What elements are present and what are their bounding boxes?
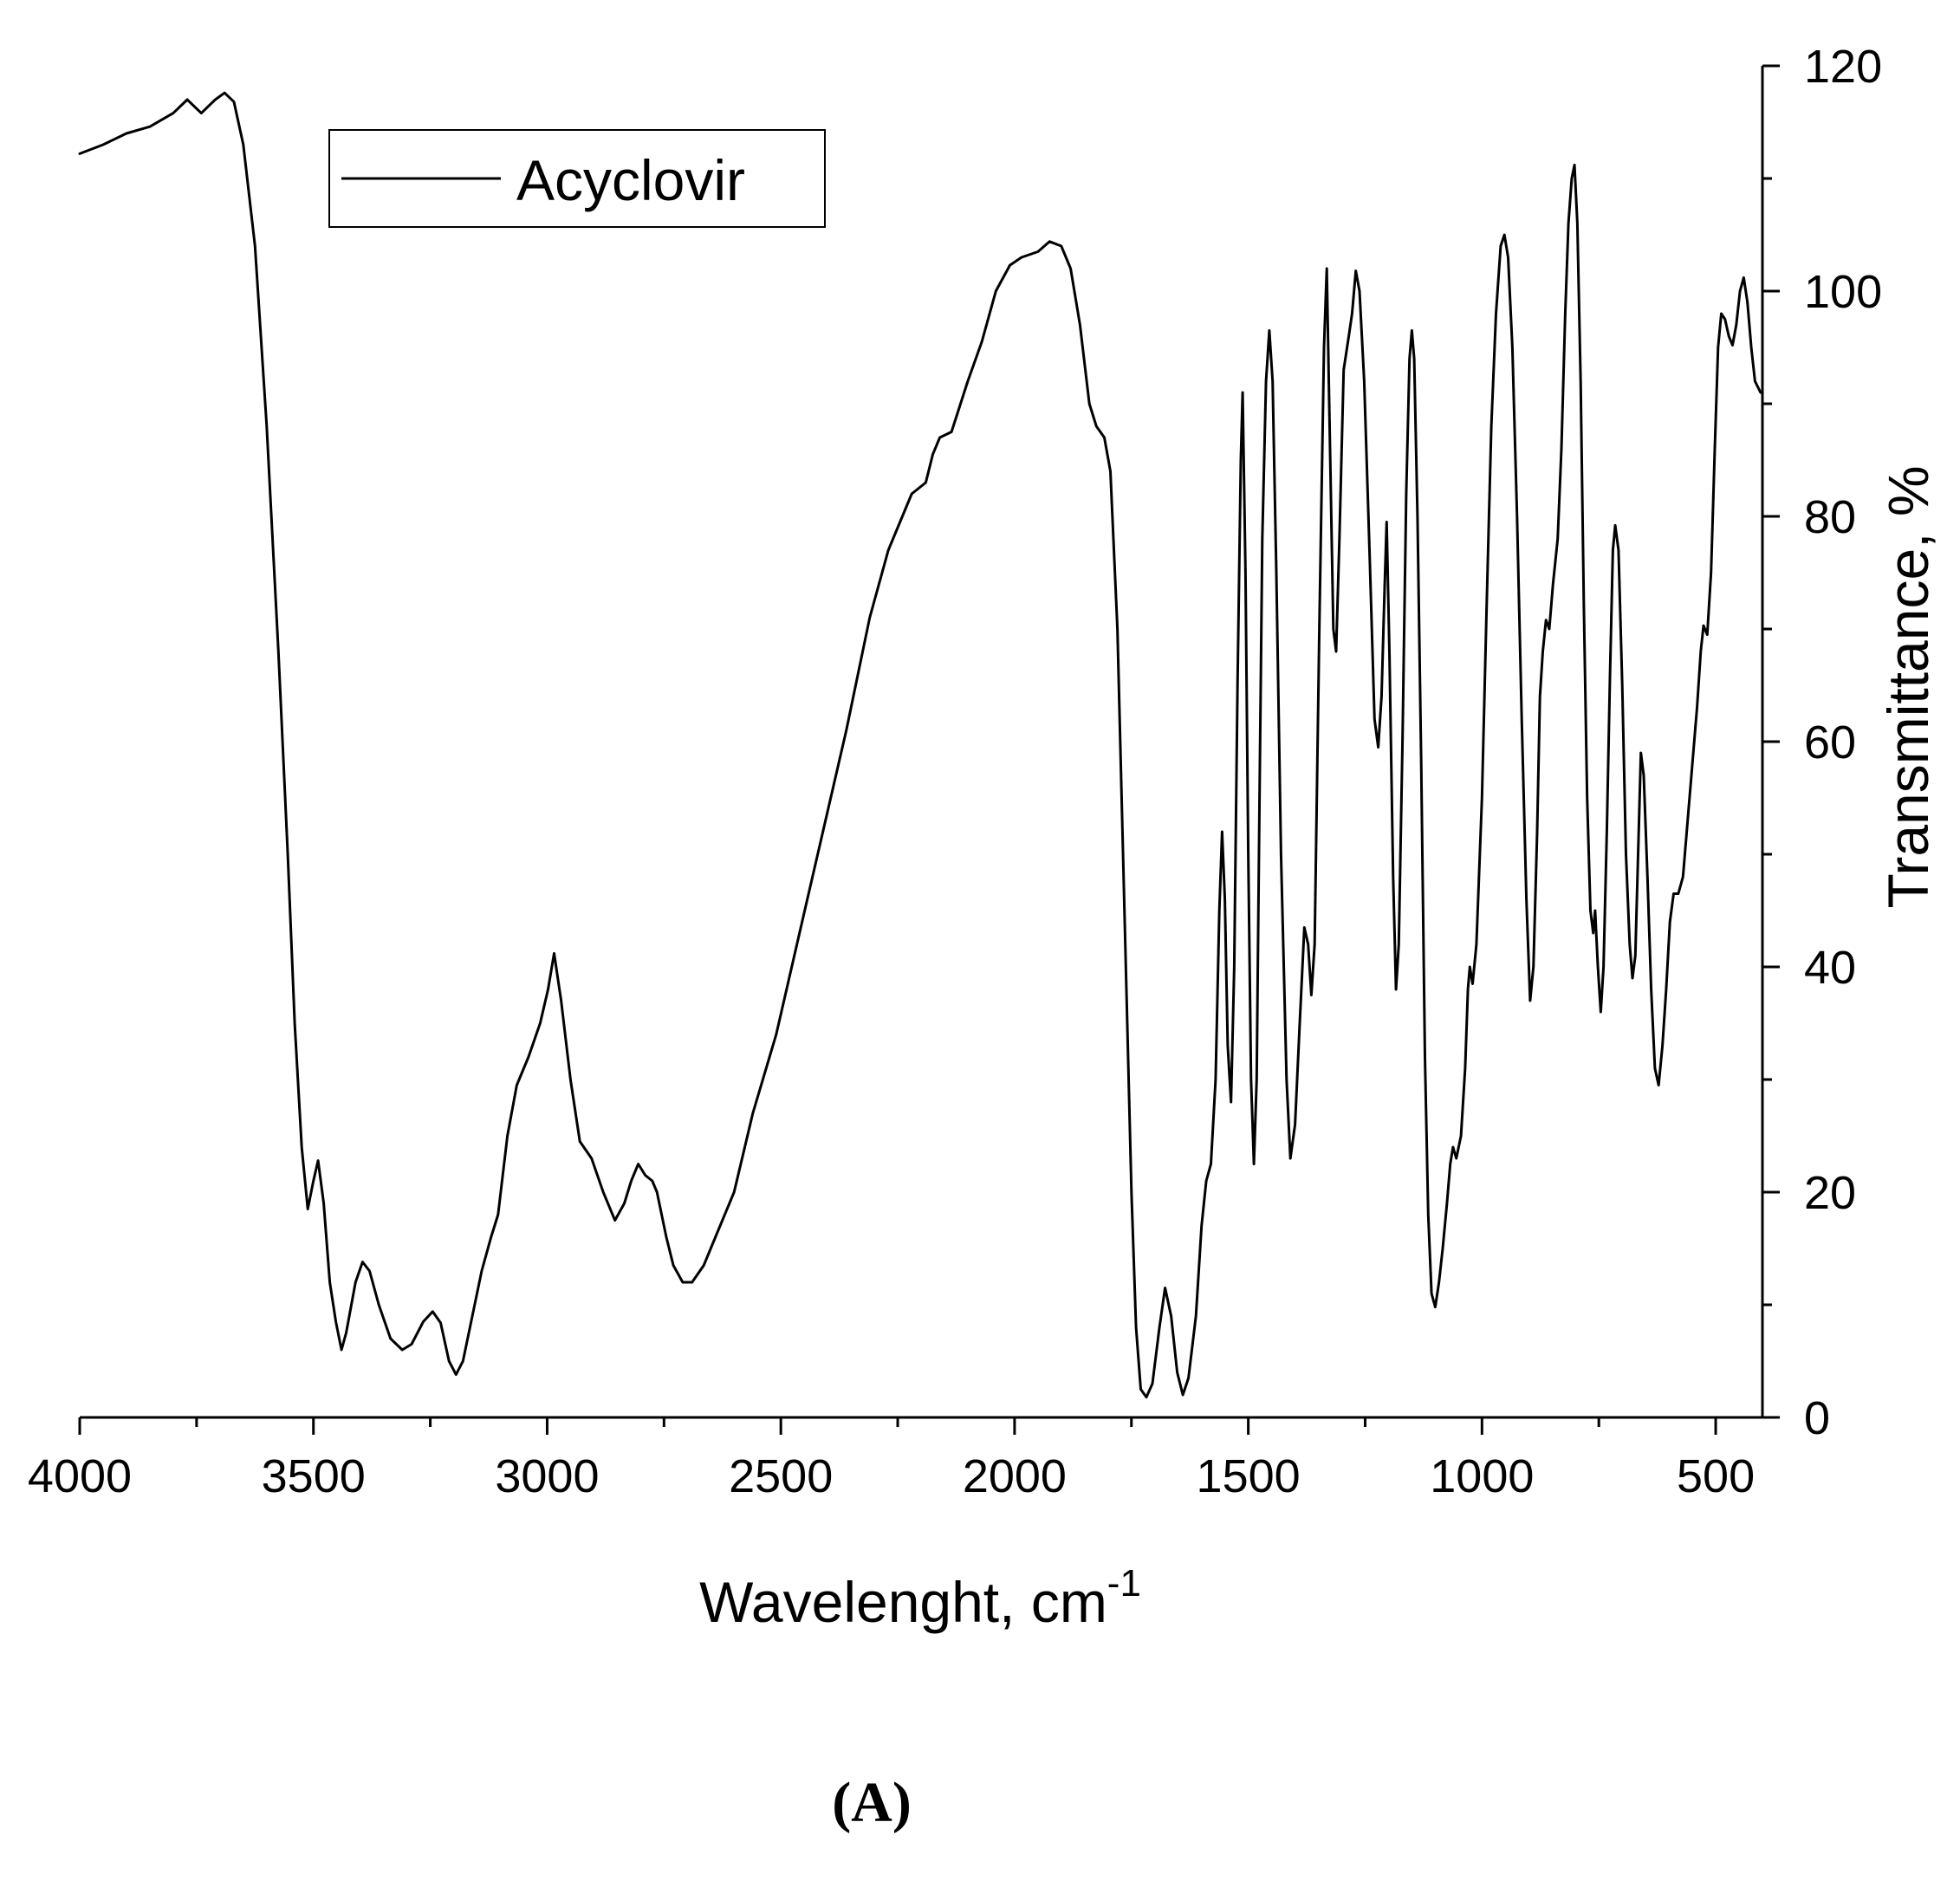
x-tick-label-1000: 1000: [1430, 1450, 1534, 1502]
x-axis-title-text: Wavelenght, cm: [699, 1570, 1107, 1634]
x-tick-label-3500: 3500: [262, 1450, 366, 1502]
y-tick-label-120: 120: [1804, 41, 1882, 93]
x-tick-label-500: 500: [1677, 1450, 1755, 1502]
y-axis: 0 20 40 60 80 100 120: [1761, 41, 1882, 1444]
series-line-acyclovir: [78, 91, 1762, 1399]
y-tick-label-40: 40: [1804, 942, 1856, 994]
legend: Acyclovir: [328, 129, 826, 228]
x-tick-label-1500: 1500: [1197, 1450, 1301, 1502]
y-tick-label-80: 80: [1804, 491, 1856, 543]
x-tick-label-2000: 2000: [963, 1450, 1067, 1502]
x-axis: 4000 3500 3000 2500 2000 1500 1000 500: [28, 1416, 1762, 1502]
x-tick-label-2500: 2500: [729, 1450, 833, 1502]
x-axis-title: Wavelenght, cm-1: [699, 1562, 1141, 1634]
y-tick-label-60: 60: [1804, 717, 1856, 768]
x-axis-title-superscript: -1: [1107, 1562, 1141, 1605]
y-tick-label-20: 20: [1804, 1167, 1856, 1219]
x-tick-label-3000: 3000: [495, 1450, 599, 1502]
y-tick-label-0: 0: [1804, 1392, 1830, 1444]
y-tick-label-100: 100: [1804, 266, 1882, 318]
y-axis-title: Transmittance, %: [1876, 465, 1940, 908]
legend-label-acyclovir: Acyclovir: [516, 148, 745, 212]
x-tick-label-4000: 4000: [28, 1450, 132, 1502]
series-layer: [78, 91, 1762, 1399]
panel-label: (A): [832, 1771, 912, 1834]
